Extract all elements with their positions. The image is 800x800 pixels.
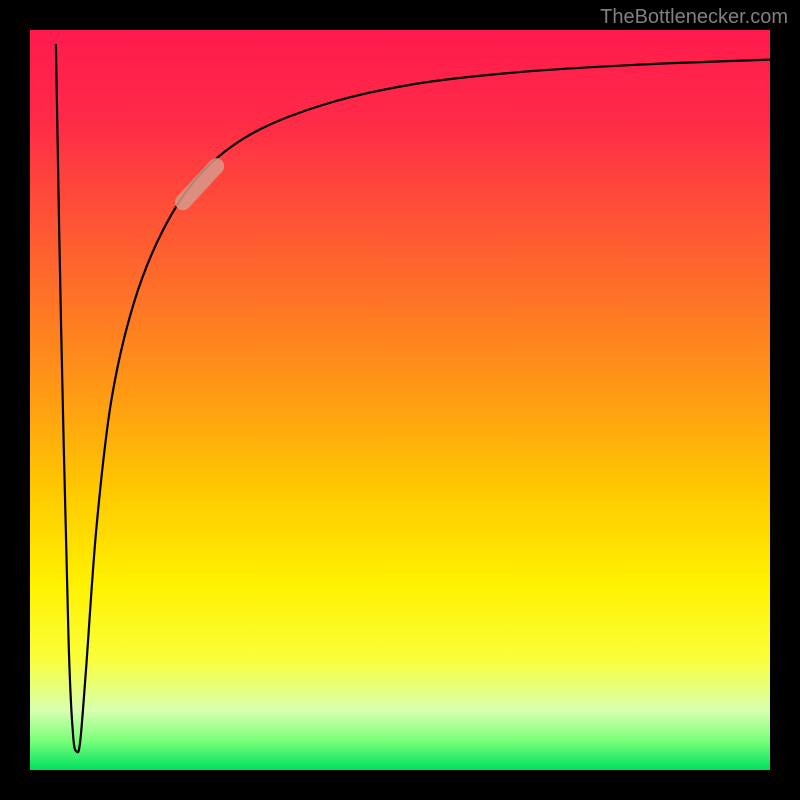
bottleneck-curve (0, 0, 800, 800)
watermark-text: TheBottlenecker.com (600, 6, 788, 29)
